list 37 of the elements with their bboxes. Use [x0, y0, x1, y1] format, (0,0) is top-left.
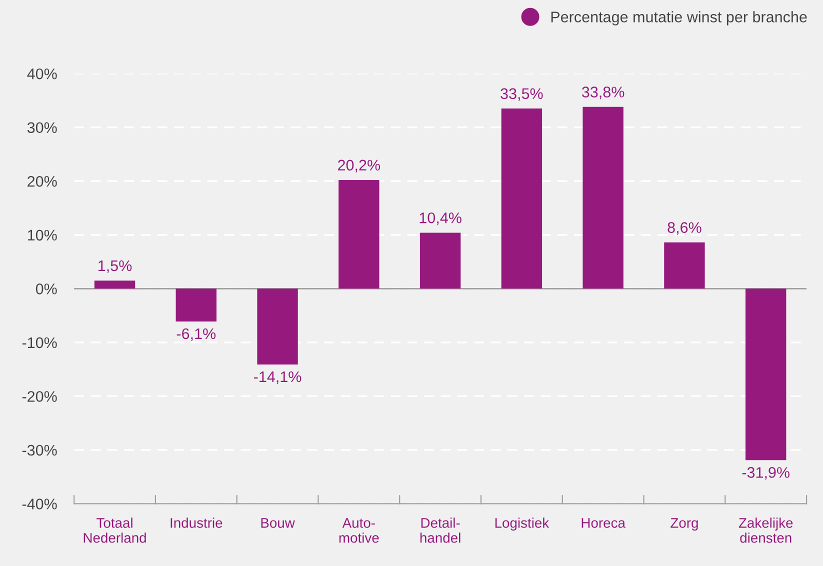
bar: [257, 288, 298, 364]
bar: [501, 108, 542, 289]
y-tick-label: 30%: [27, 122, 57, 134]
bar: [746, 288, 786, 460]
y-tick-label: 0%: [36, 284, 57, 294]
data-label: 10,4%: [420, 212, 462, 226]
y-tick-label: -30%: [22, 444, 57, 456]
data-label: -6,1%: [176, 328, 216, 341]
x-tick-label: Industrie: [170, 518, 222, 528]
data-label: 1,5%: [98, 260, 132, 273]
y-tick-label: -10%: [22, 337, 57, 348]
bar: [176, 288, 216, 322]
data-label: -14,1%: [254, 371, 302, 384]
data-label: 33,8%: [582, 86, 624, 100]
x-tick-label: Totaal Nederland: [84, 518, 146, 543]
y-tick-label: 40%: [27, 68, 57, 80]
x-tick-label: Logistiek: [495, 518, 550, 531]
y-tick-label: -40%: [22, 498, 57, 510]
legend-label: Percentage mutatie winst per branche: [551, 11, 807, 26]
bar: [94, 280, 136, 289]
x-tick-label: Zakelijke diensten: [738, 518, 793, 543]
x-tick-label: Auto- motive: [339, 518, 379, 543]
bar: [582, 106, 624, 289]
data-label: 20,2%: [338, 160, 380, 172]
bar: [420, 232, 461, 289]
x-tick-label: Horeca: [582, 518, 626, 528]
x-tick-label: Detail- handel: [420, 518, 460, 543]
data-label: 8,6%: [668, 222, 702, 235]
x-tick-label: Bouw: [261, 518, 295, 528]
y-tick-label: 20%: [28, 176, 57, 187]
y-tick-label: 10%: [28, 230, 57, 241]
x-tick-label: Zorg: [670, 518, 698, 531]
data-label: 33,5%: [500, 88, 543, 101]
data-label: -31,9%: [742, 467, 790, 480]
bar: [664, 242, 705, 289]
bar: [338, 180, 380, 289]
y-tick-label: -20%: [22, 391, 57, 402]
